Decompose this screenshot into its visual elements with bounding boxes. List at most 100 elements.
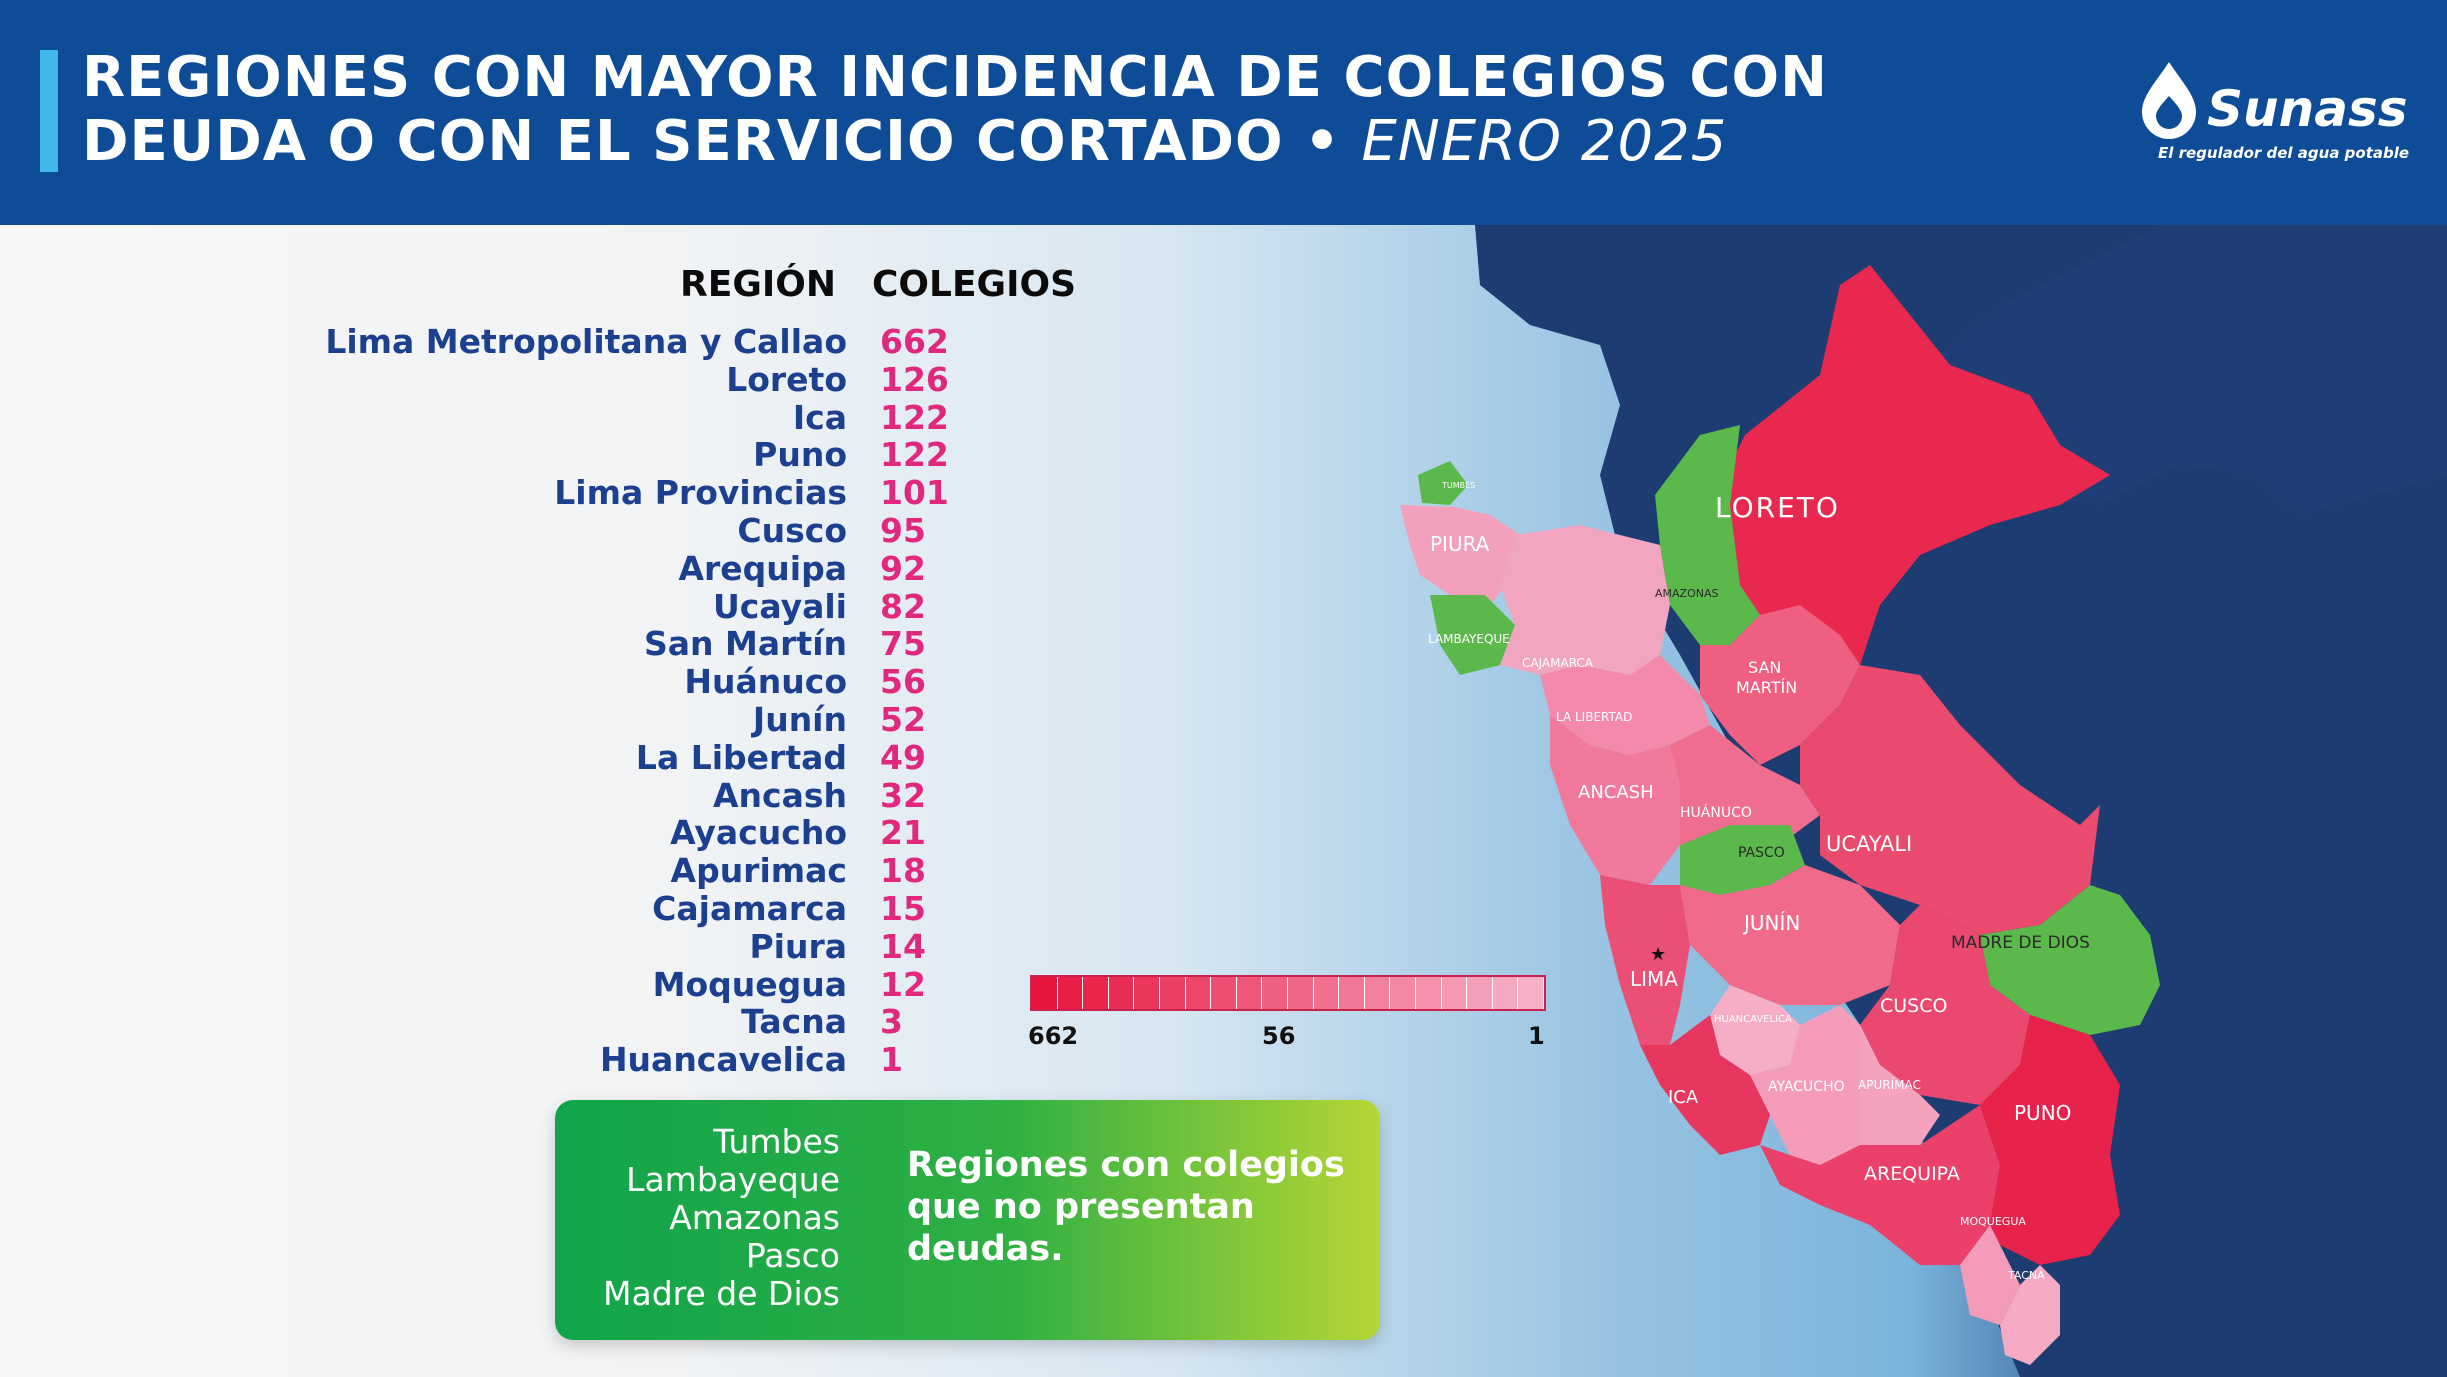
region-ayacucho: [1750, 1005, 1860, 1165]
table-row-region: Cajamarca: [652, 889, 847, 928]
logo-wordmark: Sunass: [2207, 80, 2408, 138]
no-debt-region: Tumbes: [713, 1122, 840, 1161]
header-banner: REGIONES CON MAYOR INCIDENCIA DE COLEGIO…: [0, 0, 2447, 225]
table-row-value: 82: [880, 586, 926, 626]
region-arequipa: [1760, 1105, 2000, 1265]
header-colegios: COLEGIOS: [872, 264, 1077, 305]
color-scale-cell: [1441, 977, 1468, 1009]
title-line-2-text: DEUDA O CON EL SERVICIO CORTADO •: [82, 109, 1341, 174]
region-cajamarca: [1500, 525, 1670, 675]
table-row-value: 122: [880, 397, 949, 437]
table-row-value: 101: [880, 473, 949, 513]
title-line-2: DEUDA O CON EL SERVICIO CORTADO • ENERO …: [82, 110, 1828, 174]
no-debt-region: Pasco: [745, 1236, 840, 1275]
table-row-value: 75: [880, 624, 926, 664]
region-apurimac: [1860, 1025, 1940, 1145]
legend-max-label: 662: [1028, 1022, 1079, 1050]
region-tumbes: [1418, 461, 1468, 505]
label-san-martin-2: MARTÍN: [1736, 678, 1797, 697]
label-ucayali: UCAYALI: [1826, 832, 1912, 856]
color-scale-cell: [1287, 977, 1314, 1009]
table-row-value: 3: [880, 1002, 903, 1042]
region-pasco: [1680, 825, 1805, 895]
label-huanuco: HUÁNUCO: [1680, 804, 1752, 821]
accent-bar: [40, 50, 58, 172]
region-junin: [1680, 865, 1900, 1005]
table-row-region: Lima Metropolitana y Callao: [325, 322, 847, 361]
color-scale-cell: [1185, 977, 1212, 1009]
table-row-region: Cusco: [737, 511, 847, 550]
logo-tagline: El regulador del agua potable: [2158, 144, 2410, 162]
no-debt-region: Madre de Dios: [603, 1274, 840, 1313]
table-row-value: 21: [880, 813, 926, 853]
region-puno: [1980, 1015, 2120, 1265]
no-debt-box: Tumbes Lambayeque Amazonas Pasco Madre d…: [555, 1100, 1380, 1340]
color-scale-cell: [1134, 977, 1160, 1009]
label-puno: PUNO: [2014, 1101, 2071, 1125]
label-moquegua: MOQUEGUA: [1960, 1215, 2026, 1228]
region-lambayeque: [1430, 595, 1515, 675]
region-piura: [1400, 505, 1520, 605]
label-madre-de-dios: MADRE DE DIOS: [1951, 933, 2090, 953]
label-lima: LIMA: [1630, 967, 1678, 991]
table-row-value: 662: [880, 322, 949, 361]
capital-star-icon: ★: [1650, 944, 1666, 965]
table-row-region: Huancavelica: [599, 1040, 847, 1080]
table-row-region: La Libertad: [635, 737, 847, 777]
legend-mid-label: 56: [1262, 1022, 1296, 1050]
water-drop-icon: [2142, 62, 2196, 139]
color-scale-cell: [1211, 977, 1237, 1009]
color-scale-cell: [1339, 977, 1365, 1009]
region-moquegua: [1960, 1225, 2020, 1325]
table-row-region: Lima Provincias: [554, 473, 847, 513]
legend-min-label: 1: [1528, 1022, 1545, 1050]
table-row-region: Junín: [752, 700, 847, 739]
table-row-value: 92: [880, 548, 926, 588]
region-cusco: [1860, 905, 2030, 1105]
table-row-value: 95: [880, 511, 926, 550]
label-tumbes: TUMBES: [1441, 481, 1475, 490]
color-scale-cell: [1415, 977, 1442, 1009]
label-cusco: CUSCO: [1880, 995, 1947, 1017]
label-loreto: LORETO: [1715, 491, 1840, 524]
region-amazonas: [1655, 425, 1760, 645]
color-scale: [1030, 975, 1546, 1011]
peru-map: ★ TUMBES PIURA LAMBAYEQUE CAJAMARCA AMAZ…: [1400, 225, 2447, 1377]
label-amazonas: AMAZONAS: [1655, 587, 1718, 600]
region-madre-de-dios: [1980, 885, 2160, 1035]
label-tacna: TACNA: [2007, 1269, 2045, 1282]
table-row-region: Loreto: [726, 359, 847, 399]
title-line-1: REGIONES CON MAYOR INCIDENCIA DE COLEGIO…: [82, 45, 1828, 110]
color-scale-cell: [1467, 977, 1493, 1009]
page-title: REGIONES CON MAYOR INCIDENCIA DE COLEGIO…: [82, 46, 1828, 174]
color-scale-cell: [1236, 977, 1263, 1009]
region-ica: [1640, 1015, 1770, 1155]
color-scale-cell: [1262, 977, 1288, 1009]
label-arequipa: AREQUIPA: [1864, 1163, 1960, 1185]
table-row-value: 126: [880, 359, 949, 399]
color-scale-cell: [1492, 977, 1519, 1009]
label-lambayeque: LAMBAYEQUE: [1428, 632, 1510, 646]
table-row-region: Puno: [753, 435, 847, 475]
table-row-region: Tacna: [741, 1002, 847, 1042]
table-row-region: Ucayali: [712, 586, 847, 626]
region-ucayali: [1800, 665, 2100, 935]
table-row-region: Apurimac: [670, 851, 847, 891]
table-row-value: 49: [880, 737, 926, 777]
label-pasco: PASCO: [1738, 845, 1785, 861]
table-row-region: Moquegua: [652, 964, 847, 1004]
table-row-region: Huánuco: [684, 662, 847, 702]
region-lima: [1600, 875, 1690, 1045]
table-row-value: 1: [880, 1040, 903, 1080]
table-row-region: San Martín: [644, 624, 847, 664]
color-scale-cell: [1159, 977, 1186, 1009]
label-ica: ICA: [1668, 1087, 1699, 1108]
label-junin: JUNÍN: [1742, 911, 1800, 935]
color-scale-cell: [1057, 977, 1084, 1009]
region-loreto: [1720, 265, 2110, 695]
table-row-region: Ica: [792, 397, 847, 437]
color-scale-cell: [1108, 977, 1135, 1009]
label-apurimac: APURÍMAC: [1858, 1077, 1921, 1092]
table-row-region: Ancash: [713, 775, 847, 815]
color-scale-cell: [1313, 977, 1340, 1009]
